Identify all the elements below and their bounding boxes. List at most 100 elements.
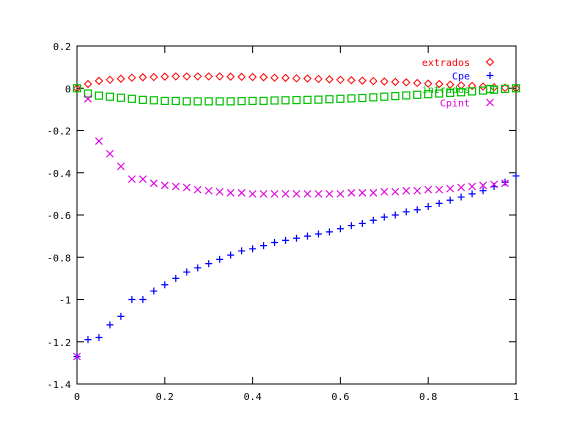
Cpe-point <box>139 296 147 303</box>
intrados-point <box>83 89 93 98</box>
Cpint-point <box>336 189 345 198</box>
legend-marker-intrados <box>485 84 495 94</box>
y-tick-label: -1.2 <box>47 338 71 349</box>
intrados-point <box>424 90 433 99</box>
Cpe-point <box>95 334 103 342</box>
Cpe-point <box>260 242 268 250</box>
Cpint-point <box>127 175 136 183</box>
y-tick-label: 0.2 <box>53 42 71 53</box>
extrados-point <box>303 74 312 83</box>
legend-label-intrados: intrados <box>422 85 470 96</box>
Cpint-point <box>138 175 147 183</box>
extrados-point <box>402 78 411 87</box>
intrados-point <box>237 97 246 106</box>
Cpe-point <box>413 206 421 214</box>
Cpe-point <box>435 199 443 207</box>
y-tick-label: -0.2 <box>47 127 71 138</box>
Cpint-point <box>237 188 246 197</box>
Cpe-point <box>271 238 279 246</box>
intrados-point <box>281 96 290 105</box>
x-tick-label: 0.6 <box>331 392 349 403</box>
Cpint-point <box>413 186 422 195</box>
Cpe-point <box>282 236 290 244</box>
extrados-point <box>215 72 224 81</box>
series-Cpint <box>73 94 509 361</box>
Cpint-point <box>193 185 202 194</box>
Cpint-point <box>358 188 367 197</box>
extrados-point <box>193 72 202 81</box>
intrados-point <box>391 91 400 101</box>
intrados-point <box>369 93 378 102</box>
Cpint-point <box>259 189 268 198</box>
Cpint-point <box>325 189 334 198</box>
data-series <box>72 72 521 361</box>
intrados-point <box>336 94 345 103</box>
intrados-point <box>292 95 301 105</box>
x-tick-label: 0.8 <box>419 392 437 403</box>
Cpe-point <box>205 260 213 268</box>
extrados-point <box>138 73 148 82</box>
intrados-point <box>116 93 126 102</box>
intrados-point <box>248 96 257 106</box>
legend-marker-Cpint <box>486 98 494 107</box>
x-tick-label: 0 <box>74 392 80 403</box>
extrados-point <box>248 72 257 82</box>
Cpint-point <box>95 137 103 145</box>
intrados-point <box>347 94 356 103</box>
Cpint-point <box>314 189 323 198</box>
extrados-point <box>83 79 93 89</box>
x-tick-label: 0.2 <box>156 392 174 403</box>
Cpe-point <box>391 211 399 219</box>
extrados-point <box>160 72 170 81</box>
Cpint-point <box>424 185 433 194</box>
intrados-point <box>413 90 422 99</box>
legend-label-Cpint: Cpint <box>440 99 470 110</box>
Cpe-point <box>358 219 366 227</box>
y-tick-label: -1 <box>59 296 71 307</box>
Cpint-point <box>204 186 213 195</box>
Cpint-point <box>182 183 191 192</box>
x-axis: 0 0.2 0.4 0.6 0.8 1 <box>74 46 519 403</box>
legend-label-Cpe: Cpe <box>452 72 470 83</box>
Cpe-point <box>150 287 158 295</box>
intrados-point <box>149 96 158 105</box>
extrados-point <box>358 76 367 85</box>
intrados-point <box>468 87 477 96</box>
Cpe-point <box>303 232 311 240</box>
Cpe-point <box>512 172 520 180</box>
extrados-point <box>226 72 235 81</box>
extrados-point <box>336 75 345 85</box>
intrados-point <box>215 97 224 106</box>
Cpint-point <box>479 181 487 190</box>
intrados-point <box>171 96 180 106</box>
intrados-point <box>457 88 466 97</box>
intrados-point <box>105 92 115 101</box>
extrados-point <box>94 76 104 86</box>
extrados-point <box>292 74 301 83</box>
Cpe-point <box>380 213 388 221</box>
Cpe-point <box>314 230 322 238</box>
intrados-point <box>72 84 82 93</box>
Cpint-point <box>446 184 455 193</box>
Cpint-point <box>303 189 312 198</box>
Cpint-point <box>501 179 509 188</box>
extrados-point <box>369 76 378 86</box>
Cpint-point <box>160 181 169 190</box>
Cpe-point <box>249 245 257 253</box>
Cpe-point <box>336 225 344 233</box>
intrados-point <box>204 97 213 106</box>
Cpe-point <box>424 203 432 211</box>
intrados-point <box>160 96 169 106</box>
extrados-point <box>270 73 279 82</box>
extrados-point <box>149 72 159 82</box>
intrados-point <box>500 84 510 93</box>
Cpe-point <box>293 234 300 242</box>
Cpint-point <box>281 189 290 198</box>
intrados-point <box>226 97 235 106</box>
intrados-point <box>127 94 136 103</box>
Cpe-point <box>238 247 246 255</box>
intrados-point <box>325 95 334 104</box>
extrados-point <box>237 72 246 82</box>
Cpint-point <box>215 187 224 196</box>
